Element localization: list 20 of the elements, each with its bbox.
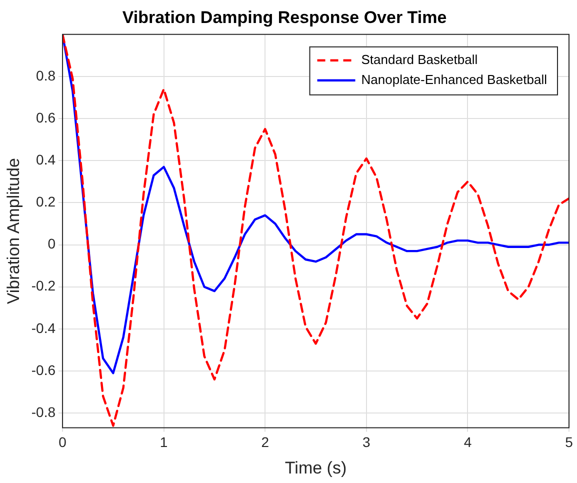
legend-label: Standard Basketball <box>361 52 478 67</box>
x-tick-label: 1 <box>160 434 168 450</box>
x-tick-label: 2 <box>261 434 270 450</box>
x-tick-label: 3 <box>362 434 371 450</box>
y-tick-label: 0.4 <box>36 151 56 168</box>
x-axis-title: Time (s) <box>284 458 347 478</box>
legend-label: Nanoplate-Enhanced Basketball <box>361 72 548 87</box>
y-tick-label: -0.4 <box>31 320 56 336</box>
y-axis-title: Vibration Amplitude <box>4 158 23 304</box>
y-tick-label: -0.2 <box>31 278 56 294</box>
y-tick-label: -0.6 <box>31 362 56 378</box>
x-tick-label: 4 <box>464 434 472 450</box>
chart-title: Vibration Damping Response Over Time <box>122 8 447 27</box>
y-tick-label: 0.8 <box>36 67 56 84</box>
y-tick-label: 0.2 <box>36 194 56 210</box>
y-tick-label: -0.8 <box>31 404 56 420</box>
x-tick-label: 0 <box>58 434 67 450</box>
x-tick-label: 5 <box>565 434 574 450</box>
y-tick-label: 0 <box>48 236 56 252</box>
y-tick-label: 0.6 <box>36 109 56 126</box>
